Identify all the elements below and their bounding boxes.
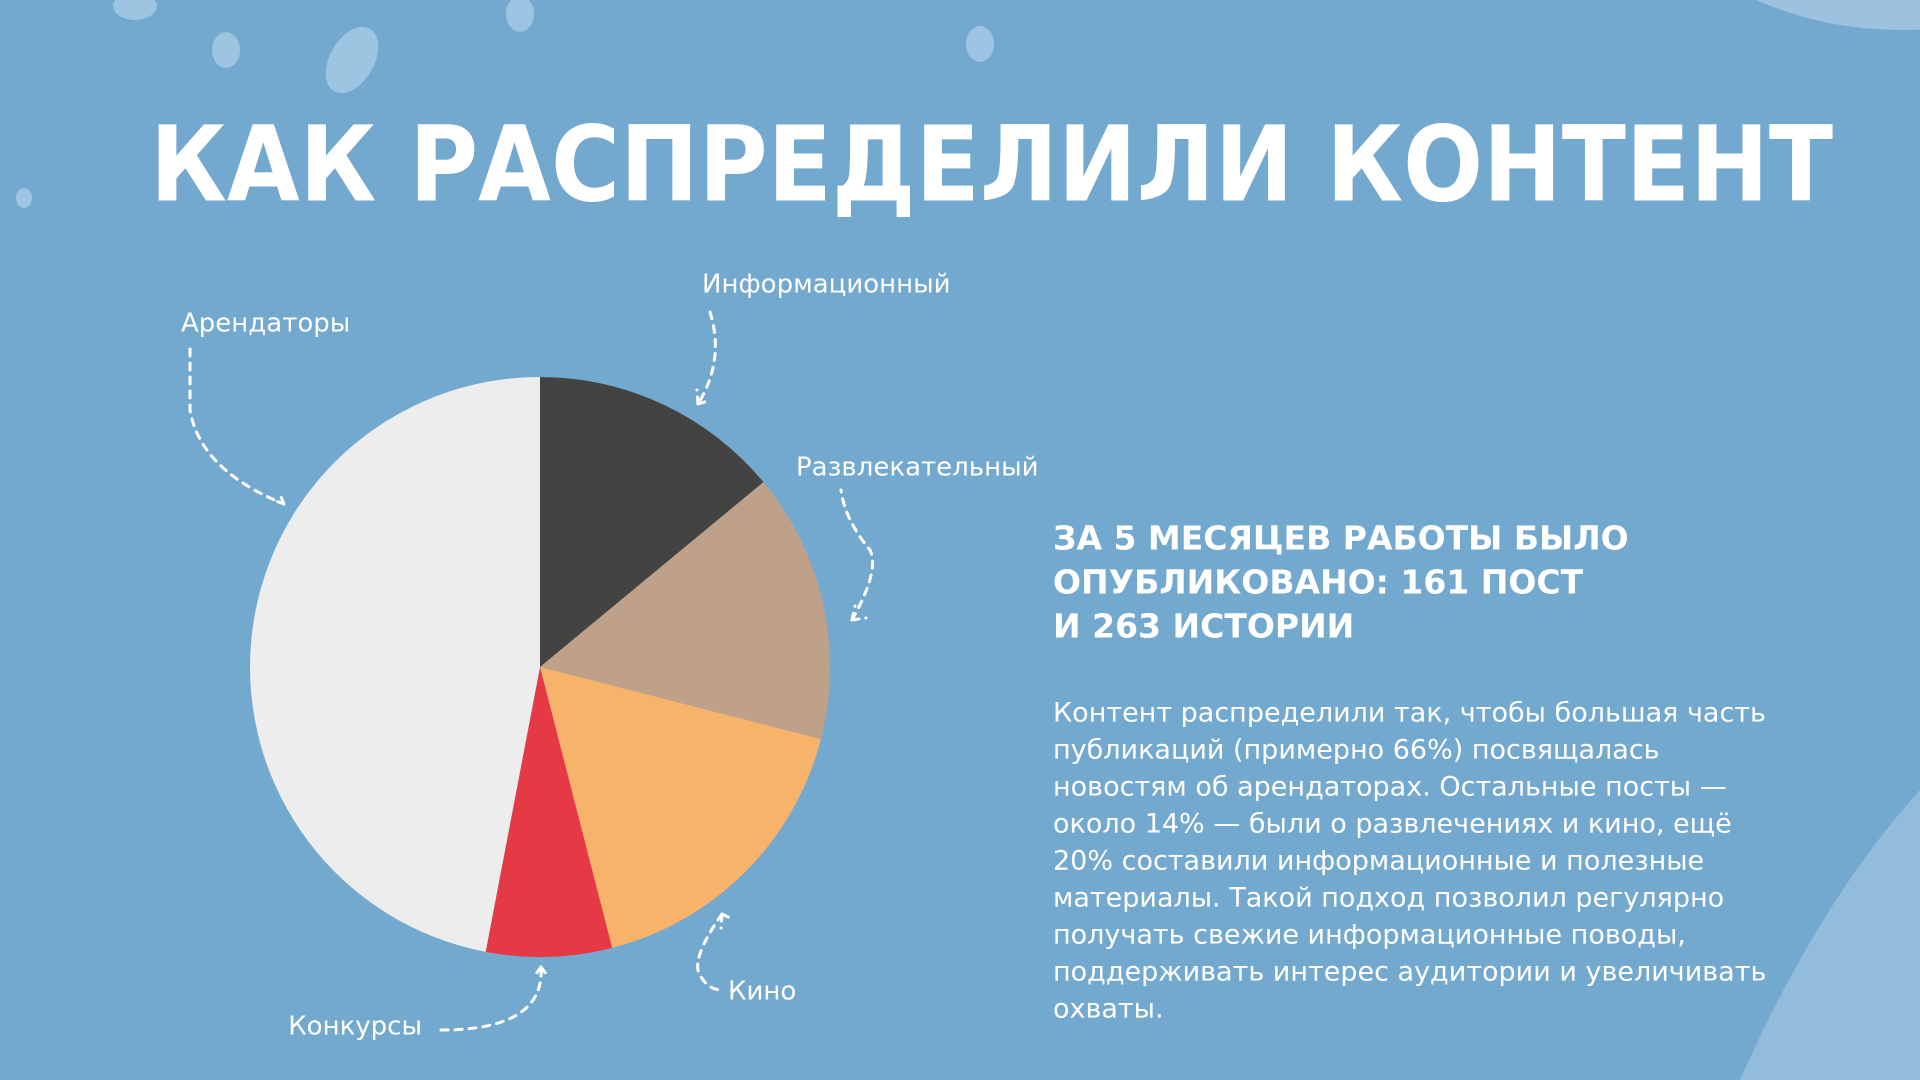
decor-circle <box>1756 0 1920 30</box>
pie-slice <box>540 377 764 667</box>
arrow <box>839 488 875 622</box>
pie-slice <box>540 482 830 740</box>
arrow <box>439 965 551 1032</box>
pie-slice <box>250 377 541 952</box>
water-drops <box>16 0 994 208</box>
slice-label: Конкурсы <box>288 1012 422 1042</box>
arrow <box>696 912 736 992</box>
pie <box>250 377 830 957</box>
summary-text: поддерживать интерес аудитории и увеличи… <box>1053 957 1766 988</box>
summary-text: около 14% — были о развлечениях и кино, … <box>1053 809 1732 840</box>
summary-text: новостям об арендаторах. Остальные посты… <box>1053 772 1727 803</box>
pie-slice <box>485 667 613 957</box>
slice-label: Информационный <box>702 270 951 300</box>
pie-slice <box>540 667 821 948</box>
summary-text: публикаций (примерно 66%) посвящалась <box>1053 735 1660 766</box>
summary-heading: И 263 ИСТОРИИ <box>1053 607 1354 646</box>
decor-shape <box>1740 790 1920 1080</box>
summary-text: 20% составили информационные и полезные <box>1053 846 1704 877</box>
slice-label: Развлекательный <box>796 453 1039 483</box>
summary-text: материалы. Такой подход позволил регуляр… <box>1053 883 1724 914</box>
summary-heading: ЗА 5 МЕСЯЦЕВ РАБОТЫ БЫЛО <box>1053 519 1629 558</box>
slice-label: Арендаторы <box>181 309 350 339</box>
arrow <box>188 347 286 506</box>
summary-text: Контент распределили так, чтобы большая … <box>1053 698 1766 729</box>
title: КАК РАСПРЕДЕЛИЛИ КОНТЕНТ <box>150 103 1833 225</box>
summary-text: охваты. <box>1053 994 1164 1025</box>
summary-text: получать свежие информационные поводы, <box>1053 920 1686 951</box>
summary-heading: ОПУБЛИКОВАНО: 161 ПОСТ <box>1053 563 1584 602</box>
summary: ЗА 5 МЕСЯЦЕВ РАБОТЫ БЫЛО ОПУБЛИКОВАНО: 16… <box>1053 519 1766 1025</box>
slice-label: Кино <box>728 977 796 1007</box>
arrow <box>695 310 717 406</box>
